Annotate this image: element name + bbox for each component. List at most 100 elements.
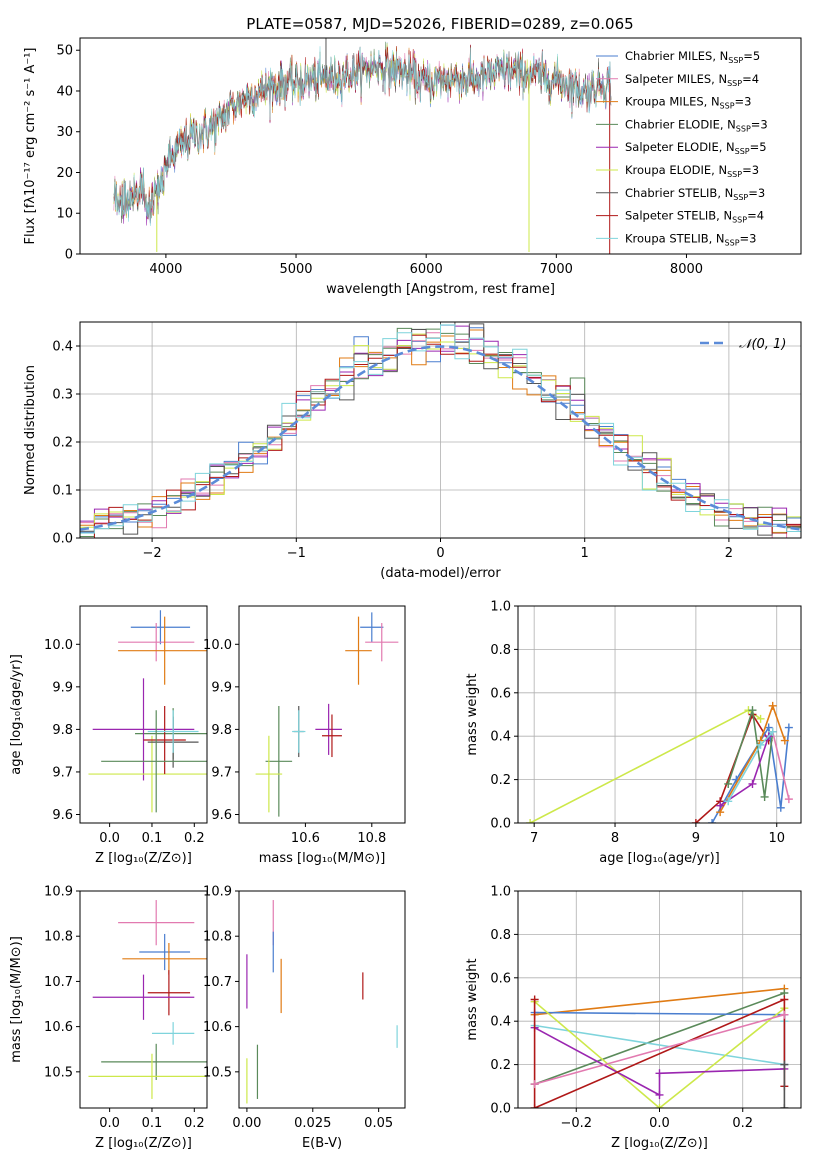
y-tick-label: 10.8 (203, 930, 232, 945)
weight-marker (780, 736, 789, 745)
weight-marker (655, 1104, 664, 1108)
plot-area (530, 984, 789, 1108)
y-tick-label: 1.0 (490, 885, 511, 900)
legend-label: Kroupa STELIB, NSSP=3 (625, 231, 756, 247)
y-tick-label: 10.7 (44, 975, 73, 990)
x-tick-label: 10.6 (291, 831, 320, 846)
weight-marker (756, 740, 765, 749)
x-axis-label: mass [log₁₀(M/M⊙)] (259, 851, 386, 866)
panel-age-vs-Z: 0.0 0.1 0.2 9.6 9.7 9.8 9.9 10.0 Z [log₁₀(Z/Z⊙)]… (9, 605, 208, 866)
weight-line (727, 709, 774, 798)
weight-marker (530, 995, 539, 1004)
data-point (130, 610, 191, 645)
x-tick-label: 2 (725, 546, 733, 561)
y-tick-label: 10 (56, 207, 73, 222)
axes-frame (517, 605, 802, 824)
x-axis-label: E(B-V) (302, 1136, 342, 1151)
plot-area (88, 610, 207, 813)
data-point (88, 1053, 207, 1099)
x-tick-label: −0.2 (560, 1116, 592, 1131)
plot-area (80, 322, 801, 538)
weight-marker (748, 779, 757, 788)
data-point (365, 623, 399, 662)
spectrum-line (113, 46, 612, 226)
data-point (118, 623, 195, 662)
weight-line (719, 703, 786, 813)
axes-frame (238, 890, 406, 1109)
y-axis-label: mass weight (465, 958, 480, 1040)
data-point (101, 1043, 207, 1080)
weight-marker (780, 1010, 789, 1019)
y-tick-label: 10.7 (203, 975, 232, 990)
y-tick-label: 50 (56, 44, 73, 59)
weight-marker (655, 1069, 664, 1078)
y-tick-label: 0.8 (490, 928, 511, 943)
x-axis-label: (data-model)/error (380, 566, 501, 581)
data-point (151, 1022, 195, 1045)
legend: 𝒩(0, 1) (700, 337, 786, 352)
axes-frame (79, 37, 802, 255)
panel-mass-weight-vs-age: 7 8 9 10 0.0 0.2 0.4 0.6 0.8 1.0 age [log₁₀(age/yr… (465, 600, 802, 866)
x-tick-label: 8 (611, 831, 619, 846)
y-tick-label: 1.0 (490, 600, 511, 615)
x-tick-label: 0.025 (294, 1116, 331, 1131)
weight-line (529, 709, 762, 823)
y-tick-label: 0.0 (490, 1102, 511, 1117)
weight-marker (716, 801, 725, 810)
weight-marker (784, 723, 793, 732)
legend-label: Salpeter STELIB, NSSP=4 (625, 209, 764, 225)
x-axis-label: wavelength [Angstrom, rest frame] (326, 282, 555, 297)
weight-marker (748, 706, 757, 715)
legend-label: 𝒩(0, 1) (739, 337, 786, 352)
data-point (345, 616, 372, 685)
x-tick-label: −1 (287, 546, 306, 561)
weight-marker (724, 779, 733, 788)
legend-label: Chabrier MILES, NSSP=5 (625, 49, 760, 65)
axes-frame (79, 890, 208, 1109)
y-tick-label: 10.5 (203, 1065, 232, 1080)
weight-line (534, 987, 785, 1016)
x-tick-label: 0.0 (99, 831, 120, 846)
weight-marker (776, 803, 785, 812)
x-tick-label: 8000 (670, 262, 703, 277)
weight-marker (756, 714, 765, 723)
plot-area (246, 900, 398, 1104)
x-axis-label: Z [log₁₀(Z/Z⊙)] (95, 1136, 192, 1151)
data-point (122, 942, 207, 975)
data-point (118, 616, 207, 685)
panel-spectrum: 4000 5000 6000 7000 8000 0 10 20 30 40 50 wavelengt… (23, 37, 802, 297)
x-tick-label: 10 (768, 831, 785, 846)
y-tick-label: 9.9 (52, 680, 73, 695)
data-point (147, 970, 191, 1016)
legend-label: Kroupa ELODIE, NSSP=3 (625, 163, 759, 179)
x-axis-label: Z [log₁₀(Z/Z⊙)] (611, 1136, 708, 1151)
y-tick-label: 10.6 (44, 1020, 73, 1035)
y-tick-label: 0.1 (52, 484, 73, 499)
x-tick-label: 6000 (410, 262, 443, 277)
panel-mass-vs-EBV: 0.00 0.025 0.05 10.5 10.6 10.7 10.8 10.9 E(B-V) (203, 885, 406, 1151)
y-tick-label: 9.7 (52, 765, 73, 780)
y-tick-label: 10.0 (44, 638, 73, 653)
plot-area (526, 701, 793, 823)
x-tick-label: 0.0 (649, 1116, 670, 1131)
y-tick-label: 0.0 (490, 817, 511, 832)
data-point (292, 710, 306, 753)
y-axis-label: Flux [fλ10⁻¹⁷ erg cm⁻² s⁻¹ A⁻¹] (23, 48, 38, 245)
weight-line (771, 731, 790, 800)
y-tick-label: 9.6 (211, 808, 232, 823)
legend-label: Kroupa MILES, NSSP=3 (625, 95, 751, 111)
y-tick-label: 0.4 (490, 1015, 511, 1030)
plot-area (113, 38, 612, 254)
y-tick-label: 9.9 (211, 680, 232, 695)
y-tick-label: 10.8 (44, 930, 73, 945)
y-tick-label: 9.7 (211, 765, 232, 780)
legend-label: Salpeter ELODIE, NSSP=5 (625, 140, 767, 156)
y-tick-label: 10.9 (44, 885, 73, 900)
y-tick-label: 30 (56, 125, 73, 140)
y-tick-label: 0.4 (490, 730, 511, 745)
data-point (101, 710, 207, 813)
y-tick-label: 9.8 (52, 723, 73, 738)
weight-marker (708, 819, 717, 823)
data-point (92, 678, 195, 781)
